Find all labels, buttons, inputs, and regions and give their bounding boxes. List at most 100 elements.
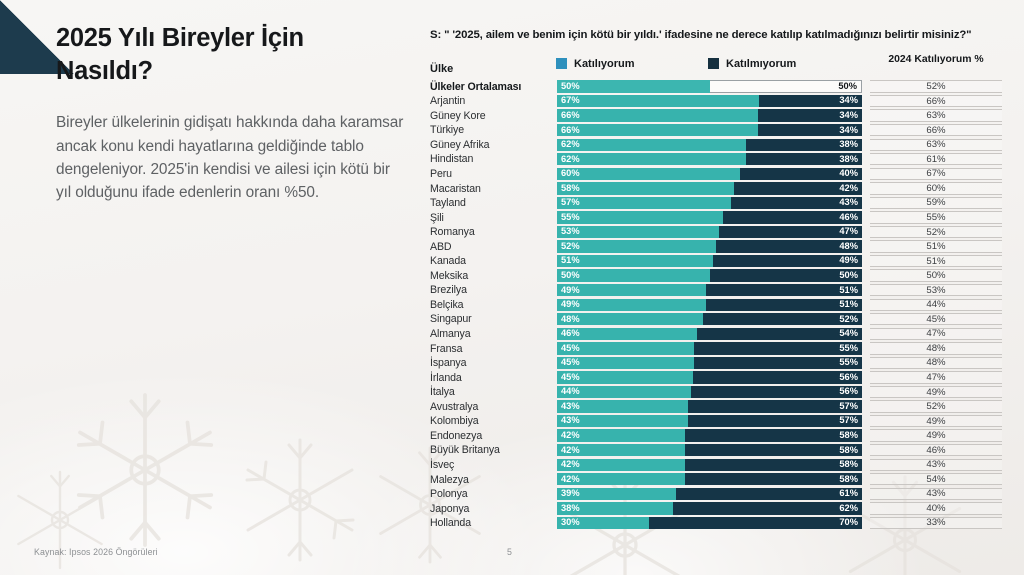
row-value-2024: 48% xyxy=(870,342,1002,355)
row-country-label: Brezilya xyxy=(430,284,467,297)
bar-segment-agree: 51% xyxy=(557,254,713,268)
chart-row: Meksika 50% 50% 50% xyxy=(430,269,1010,284)
bar-value-agree: 44% xyxy=(561,386,580,397)
chart-row: İtalya 44% 56% 49% xyxy=(430,385,1010,400)
bar-segment-agree: 52% xyxy=(557,240,716,253)
bar-value-disagree: 61% xyxy=(839,488,858,499)
row-bar-track: 50% 50% xyxy=(557,80,862,93)
chart-row: Türkiye 66% 34% 66% xyxy=(430,123,1010,138)
page-title: 2025 Yılı Bireyler İçin Nasıldı? xyxy=(56,24,304,85)
row-country-label: İrlanda xyxy=(430,371,462,384)
row-country-label: Singapur xyxy=(430,313,472,326)
row-bar-track: 51% 49% xyxy=(557,254,862,268)
legend-swatch-disagree-icon xyxy=(708,58,719,70)
bar-segment-agree: 43% xyxy=(557,414,689,428)
bar-segment-disagree: 34% xyxy=(758,123,862,137)
chart-row: Almanya 46% 54% 47% xyxy=(430,327,1010,342)
row-value-2024: 52% xyxy=(870,400,1002,413)
bar-value-disagree: 46% xyxy=(839,211,858,222)
chart-header-row: Ülke Katılıyorum Katılmıyorum 2024 Katıl… xyxy=(430,54,1010,80)
row-country-label: Romanya xyxy=(430,226,475,239)
bar-segment-disagree: 46% xyxy=(723,211,862,224)
legend-item-agree[interactable]: Katılıyorum xyxy=(556,58,635,70)
chart-row: Japonya 38% 62% 40% xyxy=(430,502,1010,517)
row-country-label: Hindistan xyxy=(430,153,474,166)
bar-value-disagree: 51% xyxy=(839,299,858,310)
bar-value-disagree: 51% xyxy=(839,284,858,295)
row-country-label: Endonezya xyxy=(430,429,483,442)
bar-value-agree: 49% xyxy=(561,284,580,295)
legend-swatch-agree-icon xyxy=(556,58,567,70)
bar-segment-disagree: 70% xyxy=(648,516,862,530)
row-country-label: İsveç xyxy=(430,458,455,471)
bar-segment-disagree: 50% xyxy=(709,80,862,93)
chart-row: İspanya 45% 55% 48% xyxy=(430,356,1010,371)
bar-value-disagree: 42% xyxy=(839,182,858,193)
row-bar-track: 45% 56% xyxy=(557,371,862,384)
bar-segment-agree: 45% xyxy=(557,356,695,370)
row-value-2024: 66% xyxy=(870,94,1002,108)
bar-value-agree: 51% xyxy=(561,255,580,266)
bar-value-disagree: 58% xyxy=(839,444,858,455)
row-bar-track: 66% 34% xyxy=(557,109,862,122)
row-value-2024: 44% xyxy=(870,298,1002,311)
bar-value-agree: 53% xyxy=(561,226,580,237)
row-bar-track: 67% 34% xyxy=(557,94,862,108)
row-value-2024: 59% xyxy=(870,196,1002,210)
bar-value-agree: 42% xyxy=(561,444,580,455)
bar-segment-disagree: 43% xyxy=(730,196,862,210)
row-bar-track: 42% 58% xyxy=(557,458,862,471)
row-value-2024: 63% xyxy=(870,138,1002,151)
row-value-2024: 33% xyxy=(870,516,1002,530)
page-body-text: Bireyler ülkelerinin gidişatı hakkında d… xyxy=(56,114,404,202)
bar-segment-agree: 57% xyxy=(557,196,731,210)
row-value-2024: 52% xyxy=(870,225,1002,239)
bar-value-disagree: 34% xyxy=(839,124,858,135)
bar-segment-disagree: 58% xyxy=(685,444,862,457)
row-country-label: Japonya xyxy=(430,502,470,515)
row-country-label: ABD xyxy=(430,240,452,253)
bar-value-agree: 57% xyxy=(561,197,580,208)
bar-segment-disagree: 57% xyxy=(688,414,862,428)
bar-value-disagree: 43% xyxy=(839,197,858,208)
row-bar-track: 60% 40% xyxy=(557,167,862,180)
bar-segment-disagree: 34% xyxy=(758,109,862,122)
row-bar-track: 42% 58% xyxy=(557,429,862,442)
chart-row: Kolombiya 43% 57% 49% xyxy=(430,414,1010,429)
chart-row: Tayland 57% 43% 59% xyxy=(430,196,1010,211)
chart-row: Brezilya 49% 51% 53% xyxy=(430,283,1010,298)
chart-row: Şili 55% 46% 55% xyxy=(430,211,1010,226)
bar-value-agree: 38% xyxy=(561,502,580,513)
bar-segment-disagree: 51% xyxy=(706,283,862,297)
bar-segment-agree: 45% xyxy=(557,371,693,384)
bar-segment-agree: 43% xyxy=(557,400,689,413)
row-country-label: Türkiye xyxy=(430,124,465,137)
row-bar-track: 39% 61% xyxy=(557,487,862,501)
bar-value-agree: 43% xyxy=(561,415,580,426)
row-country-label: Fransa xyxy=(430,342,463,355)
bar-segment-disagree: 55% xyxy=(694,356,862,370)
legend-item-disagree[interactable]: Katılmıyorum xyxy=(708,58,796,70)
bar-segment-disagree: 56% xyxy=(692,371,862,384)
chart-row: Polonya 39% 61% 43% xyxy=(430,487,1010,502)
bar-segment-agree: 38% xyxy=(557,502,673,515)
row-value-2024: 45% xyxy=(870,313,1002,326)
bar-value-agree: 39% xyxy=(561,488,580,499)
chart-row: Belçika 49% 51% 44% xyxy=(430,298,1010,313)
row-country-label: Kanada xyxy=(430,255,466,268)
row-country-label: Avustralya xyxy=(430,400,479,413)
chart-row: Büyük Britanya 42% 58% 46% xyxy=(430,443,1010,458)
legend-label-disagree: Katılmıyorum xyxy=(726,57,797,70)
bar-value-disagree: 57% xyxy=(839,415,858,426)
bar-value-disagree: 54% xyxy=(839,328,858,339)
row-value-2024: 67% xyxy=(870,167,1002,180)
chart-row: Malezya 42% 58% 54% xyxy=(430,473,1010,488)
bar-value-disagree: 56% xyxy=(839,386,858,397)
bar-value-disagree: 56% xyxy=(839,371,858,382)
row-country-label: Peru xyxy=(430,168,452,181)
bar-value-disagree: 58% xyxy=(839,459,858,470)
row-bar-track: 46% 54% xyxy=(557,327,862,341)
bar-segment-disagree: 40% xyxy=(740,167,862,180)
bar-segment-agree: 48% xyxy=(557,313,704,326)
row-bar-track: 66% 34% xyxy=(557,123,862,137)
